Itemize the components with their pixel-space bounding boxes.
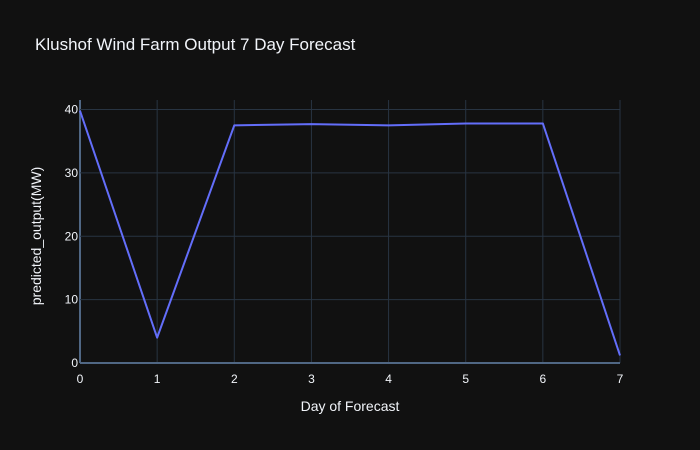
y-tick-label: 0: [71, 356, 78, 370]
x-axis-title: Day of Forecast: [301, 398, 400, 414]
x-gridlines: [79, 100, 621, 363]
y-tick-label: 20: [65, 229, 79, 243]
y-gridlines: [80, 109, 620, 364]
series-line: [79, 110, 621, 356]
x-tick-label: 2: [231, 372, 238, 386]
x-tick-labels: 0 1 2 3 4 5 6 7: [77, 372, 624, 386]
x-tick-label: 0: [77, 372, 84, 386]
x-tick-label: 4: [385, 372, 392, 386]
y-tick-label: 10: [65, 293, 79, 307]
x-tick-label: 3: [308, 372, 315, 386]
x-tick-label: 7: [617, 372, 624, 386]
series-group: [79, 110, 621, 356]
y-tick-label: 40: [65, 103, 79, 117]
x-tick-label: 1: [154, 372, 161, 386]
y-axis-title: predicted_output(MW): [28, 167, 44, 306]
y-tick-labels: 0 10 20 30 40: [65, 103, 79, 370]
x-tick-label: 5: [462, 372, 469, 386]
y-tick-label: 30: [65, 166, 79, 180]
chart-title: Klushof Wind Farm Output 7 Day Forecast: [35, 35, 356, 54]
x-tick-label: 6: [540, 372, 547, 386]
